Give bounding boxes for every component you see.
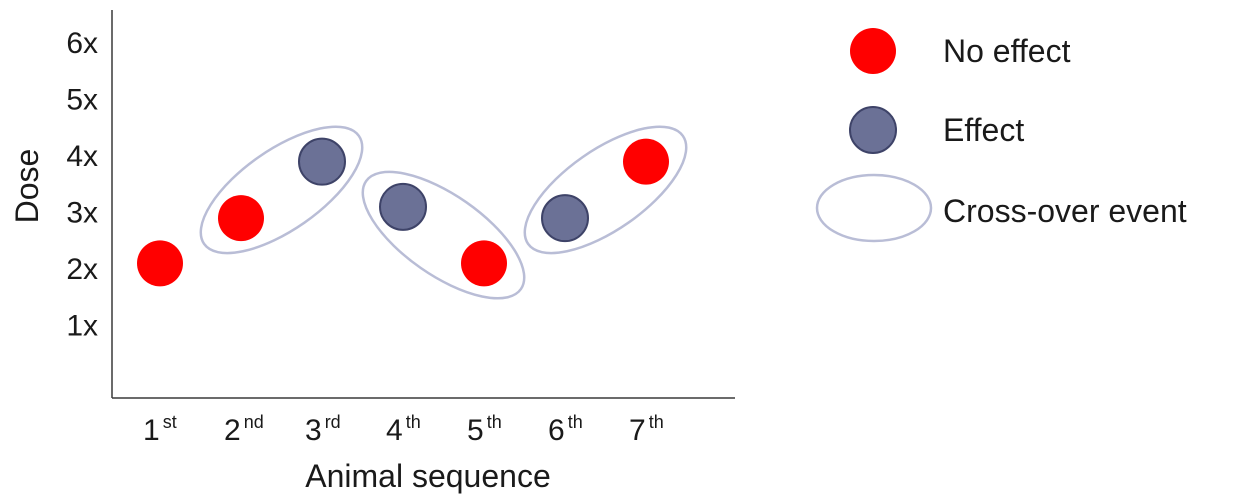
effect-point bbox=[298, 137, 346, 186]
y-tick-label: 1x bbox=[66, 310, 98, 343]
axes bbox=[111, 10, 735, 399]
no-effect-point bbox=[137, 240, 183, 287]
effect-point bbox=[379, 182, 427, 231]
crossover-ellipses bbox=[199, 125, 688, 300]
legend-label-effect: Effect bbox=[943, 112, 1024, 148]
y-tick-labels: 1x 2x 3x 4x 5x 6x bbox=[66, 27, 98, 343]
legend-marker-crossover bbox=[815, 173, 933, 243]
no-effect-point bbox=[623, 138, 669, 185]
crossover-ellipse bbox=[361, 170, 526, 300]
no-effect-point bbox=[461, 240, 507, 287]
y-tick-label: 6x bbox=[66, 27, 98, 60]
legend-marker-no-effect bbox=[850, 28, 896, 74]
crossover-ellipse bbox=[199, 125, 364, 255]
no-effect-point bbox=[218, 195, 264, 242]
y-tick-label: 4x bbox=[66, 140, 98, 173]
crossover-ellipse bbox=[523, 125, 688, 255]
y-tick-label: 2x bbox=[66, 253, 98, 286]
data-points bbox=[137, 137, 669, 287]
legend-label-crossover: Cross-over event bbox=[943, 193, 1187, 229]
legend-label-no-effect: No effect bbox=[943, 33, 1071, 69]
legend: No effect Effect Cross-over event bbox=[815, 28, 1187, 243]
y-tick-label: 5x bbox=[66, 84, 98, 117]
x-axis-title: Animal sequence bbox=[305, 458, 550, 494]
legend-marker-effect bbox=[849, 106, 897, 154]
effect-point bbox=[541, 194, 589, 243]
y-tick-label: 3x bbox=[66, 197, 98, 230]
y-axis-title: Dose bbox=[9, 149, 45, 224]
